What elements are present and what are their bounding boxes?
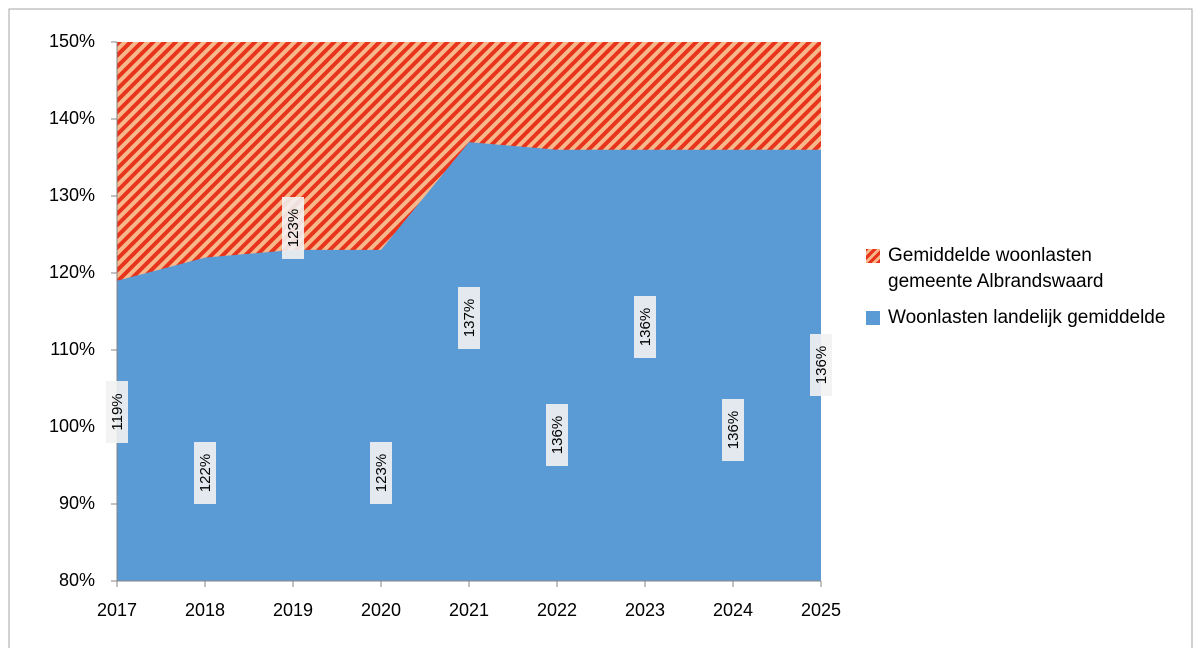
y-tick-label: 100%: [49, 416, 95, 436]
legend-item: Woonlasten landelijk gemiddelde: [866, 305, 1166, 331]
y-tick-label: 80%: [59, 570, 95, 590]
chart-border: [8, 8, 1193, 648]
data-label-text: 123%: [285, 209, 302, 247]
legend-swatch: [866, 311, 880, 325]
data-label-box: [722, 399, 744, 461]
x-tick-label: 2018: [185, 600, 225, 620]
legend-swatch: [866, 249, 880, 263]
data-label: 136%: [634, 296, 656, 358]
data-label-box: [282, 197, 304, 259]
x-tick-label: 2020: [361, 600, 401, 620]
y-tick-label: 120%: [49, 262, 95, 282]
x-tick-label: 2025: [801, 600, 841, 620]
data-label-box: [370, 442, 392, 504]
data-label-box: [458, 287, 480, 349]
data-label: 119%: [106, 381, 128, 443]
legend: Gemiddelde woonlasten gemeente Albrandsw…: [866, 243, 1166, 341]
data-label-text: 136%: [725, 411, 742, 449]
data-label-text: 119%: [109, 393, 126, 430]
data-label: 136%: [810, 334, 832, 396]
x-tick-label: 2023: [625, 600, 665, 620]
data-label: 123%: [282, 197, 304, 259]
x-tick-label: 2024: [713, 600, 753, 620]
y-tick-label: 150%: [49, 31, 95, 51]
data-label: 123%: [370, 442, 392, 504]
x-tick-label: 2022: [537, 600, 577, 620]
x-tick-label: 2019: [273, 600, 313, 620]
data-label-box: [194, 442, 216, 504]
legend-label: Woonlasten landelijk gemiddelde: [888, 307, 1166, 328]
data-label-text: 136%: [637, 308, 654, 346]
legend-label: Gemiddelde woonlasten gemeente Albrandsw…: [888, 245, 1104, 292]
data-label: 137%: [458, 287, 480, 349]
data-label-text: 122%: [197, 454, 214, 492]
data-label-box: [106, 381, 128, 443]
y-tick-label: 140%: [49, 108, 95, 128]
data-label-text: 136%: [813, 346, 830, 384]
data-label-box: [810, 334, 832, 396]
y-tick-label: 90%: [59, 493, 95, 513]
data-label: 122%: [194, 442, 216, 504]
data-label: 136%: [722, 399, 744, 461]
data-label-text: 123%: [373, 454, 390, 492]
y-tick-label: 130%: [49, 185, 95, 205]
data-label-box: [546, 404, 568, 466]
data-label-box: [634, 296, 656, 358]
x-tick-label: 2021: [449, 600, 489, 620]
y-tick-label: 110%: [50, 339, 95, 359]
data-label-text: 136%: [549, 416, 566, 454]
data-label: 136%: [546, 404, 568, 466]
data-label-text: 137%: [461, 299, 478, 337]
x-tick-label: 2017: [97, 600, 137, 620]
legend-item: Gemiddelde woonlasten gemeente Albrandsw…: [866, 243, 1166, 295]
